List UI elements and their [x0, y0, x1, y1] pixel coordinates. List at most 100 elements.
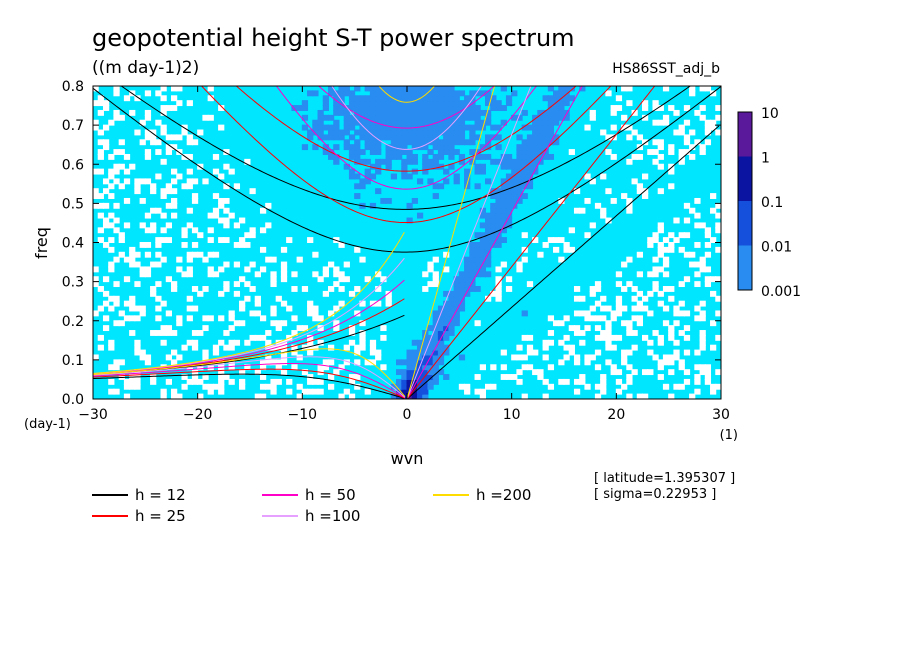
heatmap-cell — [380, 114, 387, 121]
heatmap-cell — [495, 202, 502, 209]
heatmap-cell — [495, 134, 502, 141]
heatmap-cell — [123, 95, 131, 102]
heatmap-cell — [710, 90, 717, 97]
heatmap-cell — [537, 149, 544, 155]
heatmap-cell — [511, 354, 518, 361]
heatmap-cell — [359, 256, 366, 263]
heatmap-cell — [343, 388, 350, 395]
heatmap-cell — [443, 315, 450, 322]
heatmap-cell — [160, 193, 167, 199]
heatmap-cell — [171, 286, 178, 292]
heatmap-cell — [338, 86, 345, 92]
heatmap-cell — [516, 261, 523, 268]
heatmap-cell — [694, 349, 701, 356]
heatmap-cell — [563, 334, 570, 341]
heatmap-cell — [375, 349, 382, 356]
heatmap-cell — [516, 266, 523, 273]
heatmap-cell — [333, 100, 340, 107]
heatmap-cell — [385, 300, 392, 307]
dispersion-curve — [93, 0, 721, 16]
heatmap-cell — [207, 383, 214, 390]
heatmap-cell — [683, 217, 691, 224]
heatmap-cell — [385, 295, 392, 302]
heatmap-cell — [479, 266, 486, 273]
heatmap-cell — [155, 173, 162, 180]
heatmap-cell — [233, 339, 241, 346]
heatmap-cell — [479, 364, 486, 371]
heatmap-cell — [239, 237, 246, 243]
heatmap-cell — [443, 114, 450, 121]
heatmap-cell — [579, 378, 586, 385]
heatmap-cell — [437, 359, 445, 366]
heatmap-cell — [605, 339, 612, 346]
heatmap-cell — [443, 290, 450, 297]
heatmap-cell — [380, 364, 387, 371]
heatmap-cell — [600, 330, 607, 336]
heatmap-cell — [270, 276, 277, 283]
heatmap-cell — [113, 163, 120, 170]
heatmap-cell — [542, 129, 549, 136]
heatmap-cell — [348, 339, 356, 346]
heatmap-cell — [385, 124, 392, 131]
heatmap-cell — [406, 364, 413, 371]
heatmap-cell — [338, 271, 345, 278]
heatmap-cell — [490, 383, 497, 390]
heatmap-cell — [406, 109, 413, 116]
heatmap-cell — [150, 134, 157, 141]
dispersion-curve — [407, 86, 496, 398]
heatmap-cell — [369, 344, 377, 351]
heatmap-cell — [668, 334, 675, 341]
heatmap-cell — [422, 334, 429, 341]
heatmap-cell — [532, 149, 539, 155]
heatmap-cell — [432, 134, 439, 141]
heatmap-cell — [532, 163, 539, 170]
heatmap-cell — [631, 305, 638, 312]
heatmap-cell — [113, 178, 120, 185]
heatmap-cell — [448, 95, 455, 102]
heatmap-cell — [155, 330, 162, 336]
heatmap-cell — [464, 173, 471, 180]
heatmap-cell — [474, 271, 481, 278]
heatmap-cell — [662, 86, 670, 92]
heatmap-cell — [322, 144, 329, 151]
heatmap-cell — [495, 295, 502, 302]
heatmap-cell — [537, 374, 544, 380]
heatmap-cell — [396, 119, 403, 126]
heatmap-cell — [532, 168, 539, 175]
heatmap-cell — [186, 134, 193, 141]
heatmap-cell — [223, 344, 230, 351]
heatmap-cell — [171, 212, 178, 219]
heatmap-cell — [710, 124, 717, 131]
heatmap-cell — [348, 378, 356, 385]
heatmap-cell — [123, 222, 131, 229]
colorbar-swatch — [738, 245, 752, 290]
chart-subtitle: ((m day-1)2) — [92, 58, 199, 78]
heatmap-cell — [359, 134, 366, 141]
heatmap-cell — [453, 286, 460, 292]
heatmap-cell — [328, 383, 335, 390]
heatmap-cell — [171, 178, 178, 185]
heatmap-cell — [139, 310, 146, 317]
heatmap-cell — [443, 109, 450, 116]
heatmap-cell — [427, 95, 434, 102]
heatmap-cell — [605, 90, 612, 97]
heatmap-cell — [113, 364, 120, 371]
heatmap-cell — [123, 300, 131, 307]
heatmap-cell — [668, 325, 675, 332]
heatmap-cell — [129, 295, 136, 302]
heatmap-cell — [307, 388, 314, 395]
heatmap-cell — [547, 129, 555, 136]
heatmap-cell — [516, 354, 523, 361]
heatmap-cell — [212, 383, 220, 390]
heatmap-cell — [343, 359, 350, 366]
heatmap-cell — [338, 242, 345, 248]
heatmap-cell — [375, 271, 382, 278]
heatmap-cell — [93, 100, 99, 107]
heatmap-cell — [683, 369, 691, 376]
heatmap-cell — [218, 339, 225, 346]
heatmap-cell — [369, 119, 377, 126]
heatmap-cell — [375, 158, 382, 165]
x-axis-label: wvn — [391, 449, 424, 468]
heatmap-cell — [495, 124, 502, 131]
